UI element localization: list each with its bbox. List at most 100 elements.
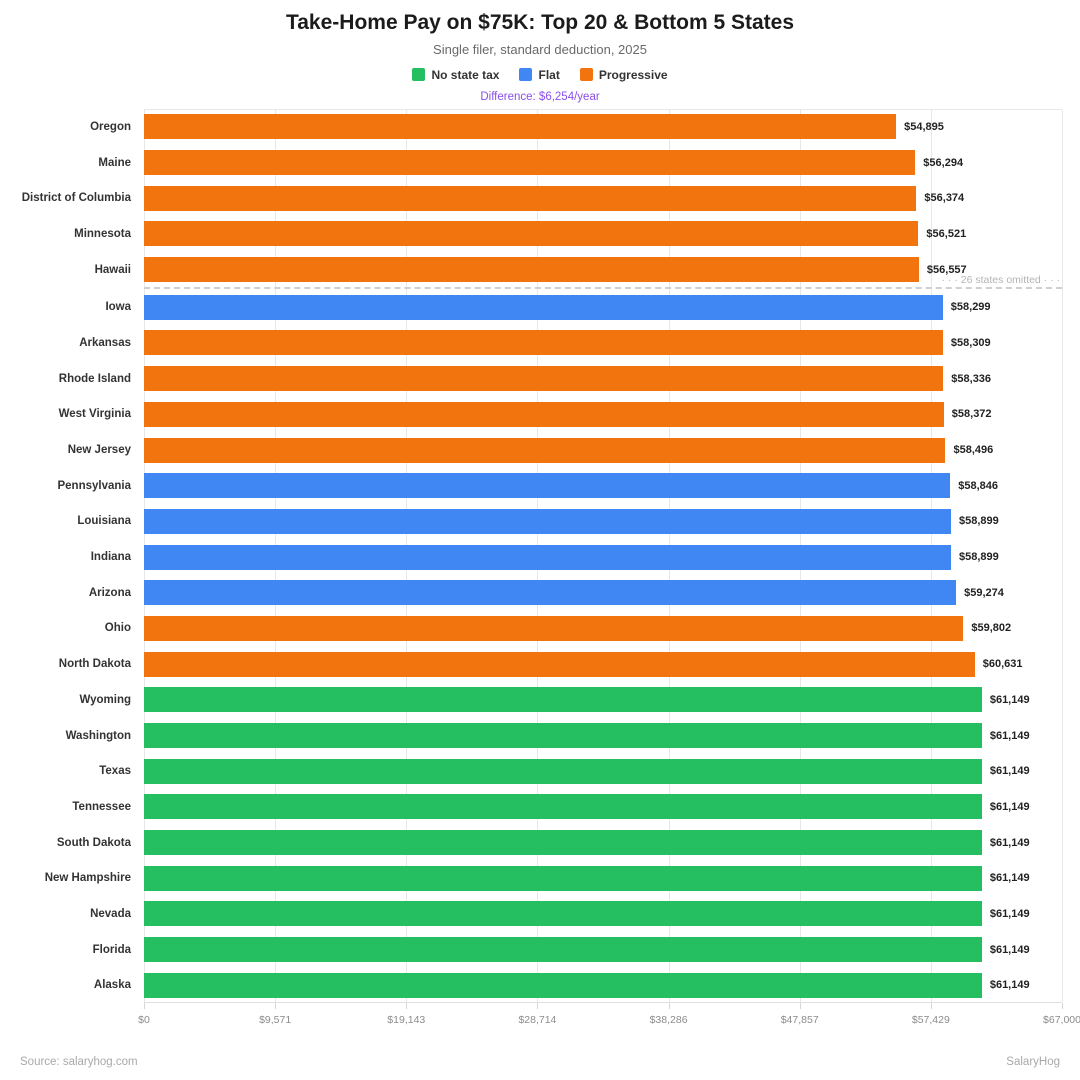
bar-row: Iowa $58,299	[0, 289, 1062, 325]
state-label: Arizona	[88, 586, 131, 599]
bar	[144, 687, 982, 713]
bar-row: Florida $61,149	[0, 932, 1062, 968]
bar	[144, 114, 897, 140]
bar	[144, 221, 919, 247]
bar-value-label: $61,149	[989, 693, 1030, 706]
bar-track: $61,149	[144, 932, 1062, 968]
state-label: Maine	[98, 156, 131, 169]
source-text: Source: salaryhog.com	[20, 1056, 138, 1068]
bar-row: South Dakota $61,149	[0, 825, 1062, 861]
x-tick-label: $57,429	[911, 1014, 950, 1027]
bar-track: $61,149	[144, 682, 1062, 718]
bar	[144, 580, 957, 606]
bar-row: Indiana $58,899	[0, 539, 1062, 575]
x-tick-label: $67,000	[1043, 1014, 1080, 1027]
bar-track: $59,274	[144, 575, 1062, 611]
brand-text: SalaryHog	[1006, 1056, 1060, 1068]
bar-row: Rhode Island $58,336	[0, 361, 1062, 397]
bar-value-label: $61,149	[989, 907, 1030, 920]
bar-row: Tennessee $61,149	[0, 789, 1062, 825]
state-label: District of Columbia	[21, 192, 131, 205]
bar-track: $56,521	[144, 216, 1062, 252]
legend-swatch	[412, 68, 426, 81]
bar-row: Wyoming $61,149	[0, 682, 1062, 718]
bar-row: Nevada $61,149	[0, 896, 1062, 932]
bar	[144, 437, 946, 463]
bar-value-label: $56,521	[926, 227, 967, 240]
legend-label: No state tax	[431, 67, 500, 82]
bar	[144, 723, 982, 749]
bar-row: West Virginia $58,372	[0, 397, 1062, 433]
bar-value-label: $59,274	[964, 586, 1004, 599]
legend-item: Flat	[519, 67, 560, 82]
bar-track: $61,149	[144, 825, 1062, 861]
state-label: Rhode Island	[58, 372, 131, 385]
bar-track: $61,149	[144, 860, 1062, 896]
bar	[144, 544, 951, 570]
state-label: Louisiana	[77, 515, 131, 528]
bar	[144, 758, 982, 784]
bar	[144, 794, 982, 820]
bar-track: $61,149	[144, 718, 1062, 754]
bar-value-label: $56,294	[923, 156, 964, 169]
bar	[144, 294, 943, 320]
x-tick-mark	[537, 1003, 539, 1010]
bar-row: Louisiana $58,899	[0, 504, 1062, 540]
footer: Source: salaryhog.com SalaryHog	[0, 1056, 1080, 1068]
bar-row: Oregon $54,895	[0, 109, 1062, 145]
page-title: Take-Home Pay on $75K: Top 20 & Bottom 5…	[285, 11, 794, 34]
state-label: Tennessee	[72, 800, 131, 813]
bar-value-label: $61,149	[989, 943, 1030, 956]
omitted-note: · · · 26 states omitted · · ·	[941, 274, 1060, 287]
bar-row: Arizona $59,274	[0, 575, 1062, 611]
x-tick-mark	[668, 1003, 670, 1010]
legend-label: Flat	[538, 67, 560, 82]
bar-value-label: $61,149	[989, 979, 1030, 992]
bar	[144, 366, 944, 392]
bar-value-label: $58,899	[959, 551, 999, 564]
bar-row: Hawaii $56,557	[0, 252, 1062, 288]
bar	[144, 972, 982, 998]
bar-value-label: $58,846	[958, 479, 999, 492]
state-label: Oregon	[90, 120, 131, 133]
bar-track: $58,496	[144, 432, 1062, 468]
bar-value-label: $61,149	[989, 872, 1030, 885]
bar-track: $58,336	[144, 361, 1062, 397]
bar	[144, 937, 982, 963]
bar	[144, 830, 982, 856]
bar-track: $59,802	[144, 611, 1062, 647]
state-label: New Jersey	[67, 444, 131, 457]
bar	[144, 401, 944, 427]
x-tick-label: $38,286	[649, 1014, 688, 1027]
x-tick-mark	[799, 1003, 801, 1010]
x-tick-label: $47,857	[780, 1014, 819, 1027]
bar-track: $56,374	[144, 180, 1062, 216]
x-tick-label: $28,714	[518, 1014, 557, 1027]
bar	[144, 150, 916, 176]
state-label: Washington	[65, 729, 131, 742]
state-label: Iowa	[105, 301, 131, 314]
bar-row: North Dakota $60,631	[0, 646, 1062, 682]
bar-row: New Jersey $58,496	[0, 432, 1062, 468]
bar-track: $61,149	[144, 753, 1062, 789]
x-tick-mark	[144, 1003, 145, 1010]
omitted-separator: · · · 26 states omitted · · ·	[144, 274, 1062, 290]
legend-swatch	[519, 68, 533, 81]
bar-row: Arkansas $58,309	[0, 325, 1062, 361]
bar-value-label: $61,149	[989, 729, 1030, 742]
bar	[144, 865, 982, 891]
bar-track: $61,149	[144, 789, 1062, 825]
x-tick-label: $19,143	[387, 1014, 426, 1027]
bar	[144, 651, 975, 677]
x-tick-mark	[1062, 1003, 1063, 1010]
state-label: Florida	[92, 943, 131, 956]
bar-value-label: $58,372	[951, 408, 992, 421]
bar-value-label: $61,149	[989, 800, 1030, 813]
legend-item: No state tax	[412, 68, 499, 82]
chart-subtitle: Single filer, standard deduction, 2025	[433, 42, 647, 57]
bar-track: $54,895	[144, 109, 1062, 145]
state-label: Texas	[99, 765, 131, 778]
bar-value-label: $54,895	[904, 120, 944, 133]
bar-value-label: $58,336	[951, 372, 992, 385]
state-label: Ohio	[104, 622, 131, 635]
